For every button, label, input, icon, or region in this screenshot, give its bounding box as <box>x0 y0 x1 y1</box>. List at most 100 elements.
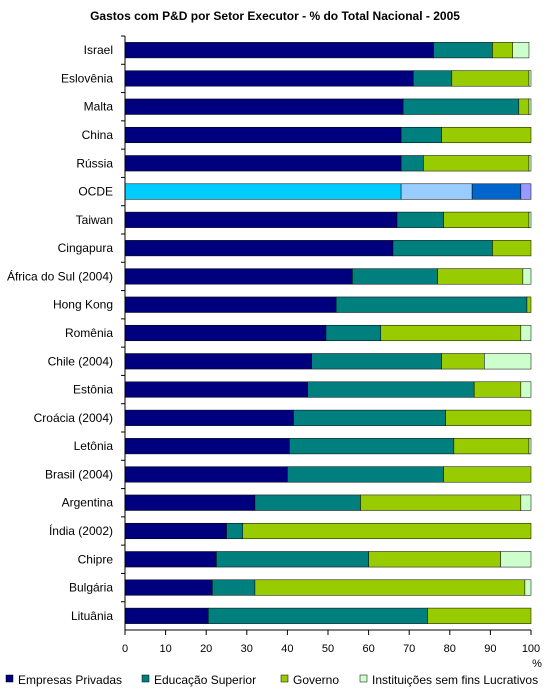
category-label: Estônia <box>73 383 113 397</box>
x-tick-label: 100 <box>522 643 540 655</box>
category-label: Bulgária <box>69 581 113 595</box>
bar-eslovenia-educacao-superior <box>413 70 453 87</box>
bar-israel-governo <box>492 42 513 59</box>
bar-estonia-empresas-privadas <box>124 381 308 398</box>
category-label: Índia (2002) <box>49 523 113 538</box>
category-label: OCDE <box>78 185 113 199</box>
category-labels: Israel Eslovênia Malta China Rússia OCDE Taiwa… <box>7 35 125 623</box>
bar-chile-2004-governo <box>441 353 485 370</box>
bar-india-2002-educacao-superior <box>226 522 243 540</box>
bar-africa-do-sul-2004-empresas-privadas <box>124 268 353 285</box>
bar-ocde-educacao-superior <box>400 183 473 200</box>
bar-russia-educacao-superior <box>400 155 424 172</box>
category-label: Brasil (2004) <box>45 467 113 481</box>
bar-india-2002-empresas-privadas <box>124 522 227 540</box>
x-tick-label: 90 <box>484 643 496 655</box>
bar-cingapura-empresas-privadas <box>124 240 394 257</box>
bar-ocde-governo <box>471 183 522 200</box>
category-label: África do Sul (2004) <box>7 268 113 283</box>
bar-chipre-empresas-privadas <box>124 551 217 568</box>
legend-swatch-empresas-privadas <box>5 674 14 683</box>
bar-letonia-educacao-superior <box>289 438 455 455</box>
bar-bulgaria-educacao-superior <box>212 579 256 596</box>
category-label: Eslovênia <box>61 71 113 85</box>
bar-africa-do-sul-2004-instituicoes-sem-fins-lucrativos <box>522 268 532 285</box>
bar-croacia-2004-educacao-superior <box>293 409 446 426</box>
bar-letonia-governo <box>453 438 530 455</box>
category-label: Lituânia <box>71 609 113 623</box>
bar-china-governo <box>441 126 532 144</box>
legend-label-instituicoes-sem-fins-lucrativos: Instituições sem fins Lucrativos <box>372 673 538 687</box>
bar-hong-kong-empresas-privadas <box>124 296 337 313</box>
bar-malta-educacao-superior <box>402 98 520 115</box>
category-label: Rússia <box>76 156 113 170</box>
bar-malta-instituicoes-sem-fins-lucrativos <box>528 98 532 115</box>
category-label: Chile (2004) <box>48 354 113 368</box>
bar-hong-kong-governo <box>526 296 532 313</box>
category-label: China <box>82 128 114 142</box>
bar-taiwan-instituicoes-sem-fins-lucrativos <box>528 211 532 228</box>
bar-chile-2004-empresas-privadas <box>124 353 313 370</box>
category-label: Cingapura <box>58 241 114 255</box>
bar-bulgaria-instituicoes-sem-fins-lucrativos <box>524 579 532 596</box>
bar-hong-kong-educacao-superior <box>335 296 528 313</box>
bar-russia-empresas-privadas <box>124 155 402 172</box>
legend-swatch-governo <box>280 674 289 683</box>
bar-letonia-empresas-privadas <box>124 438 290 455</box>
category-label: Taiwan <box>76 213 113 227</box>
bar-israel-empresas-privadas <box>124 42 434 59</box>
x-axis-label: % <box>532 658 542 670</box>
bar-estonia-educacao-superior <box>307 381 475 398</box>
bar-chile-2004-educacao-superior <box>311 353 442 370</box>
bar-bulgaria-empresas-privadas <box>124 579 213 596</box>
bar-china-educacao-superior <box>400 126 442 144</box>
bar-russia-instituicoes-sem-fins-lucrativos <box>528 155 532 172</box>
x-tick-label: 30 <box>241 643 253 655</box>
legend-label-governo: Governo <box>293 673 339 687</box>
x-tick-label: 60 <box>362 643 374 655</box>
category-label: Letônia <box>74 439 114 453</box>
bar-israel-instituicoes-sem-fins-lucrativos <box>512 42 530 59</box>
category-label: Chipre <box>78 552 114 566</box>
bar-brasil-2004-governo <box>443 466 532 483</box>
bar-romenia-educacao-superior <box>325 324 382 342</box>
x-tick-label: 10 <box>159 643 171 655</box>
legend-label-educacao-superior: Educação Superior <box>154 673 256 687</box>
bar-eslovenia-empresas-privadas <box>124 70 414 87</box>
bar-brasil-2004-educacao-superior <box>287 466 444 483</box>
bar-taiwan-educacao-superior <box>396 211 444 228</box>
x-tick-label: 50 <box>322 643 334 655</box>
bar-chipre-instituicoes-sem-fins-lucrativos <box>500 551 532 568</box>
bar-africa-do-sul-2004-educacao-superior <box>352 268 438 285</box>
bar-chipre-educacao-superior <box>216 551 369 568</box>
x-tick-label: 80 <box>444 643 456 655</box>
chart-title: Gastos com P&D por Setor Executor - % do… <box>90 9 460 23</box>
bar-letonia-instituicoes-sem-fins-lucrativos <box>528 438 532 455</box>
bar-croacia-2004-governo <box>445 409 532 426</box>
bar-lituania-educacao-superior <box>207 607 428 624</box>
category-label: Hong Kong <box>53 298 113 312</box>
bar-cingapura-educacao-superior <box>392 240 493 257</box>
x-tick-label: 70 <box>403 643 415 655</box>
bar-russia-governo <box>423 155 530 172</box>
legend-label-empresas-privadas: Empresas Privadas <box>18 673 122 687</box>
category-label: Malta <box>84 100 114 114</box>
x-tick-label: 0 <box>122 643 128 655</box>
bar-cingapura-governo <box>492 240 532 257</box>
bar-romenia-governo <box>380 324 522 342</box>
bar-argentina-instituicoes-sem-fins-lucrativos <box>520 494 532 511</box>
bar-ocde-instituicoes-sem-fins-lucrativos <box>520 183 532 200</box>
bar-israel-educacao-superior <box>433 42 493 59</box>
bar-africa-do-sul-2004-governo <box>437 268 524 285</box>
legend-swatch-educacao-superior <box>141 674 150 683</box>
bar-romenia-instituicoes-sem-fins-lucrativos <box>520 324 532 342</box>
bar-eslovenia-governo <box>451 70 530 87</box>
bar-bulgaria-governo <box>254 579 526 596</box>
bar-taiwan-governo <box>443 211 530 228</box>
bar-brasil-2004-empresas-privadas <box>124 466 288 483</box>
bar-eslovenia-instituicoes-sem-fins-lucrativos <box>528 70 532 87</box>
category-label: Argentina <box>62 496 114 510</box>
bar-india-2002-governo <box>242 522 532 540</box>
bar-taiwan-empresas-privadas <box>124 211 398 228</box>
